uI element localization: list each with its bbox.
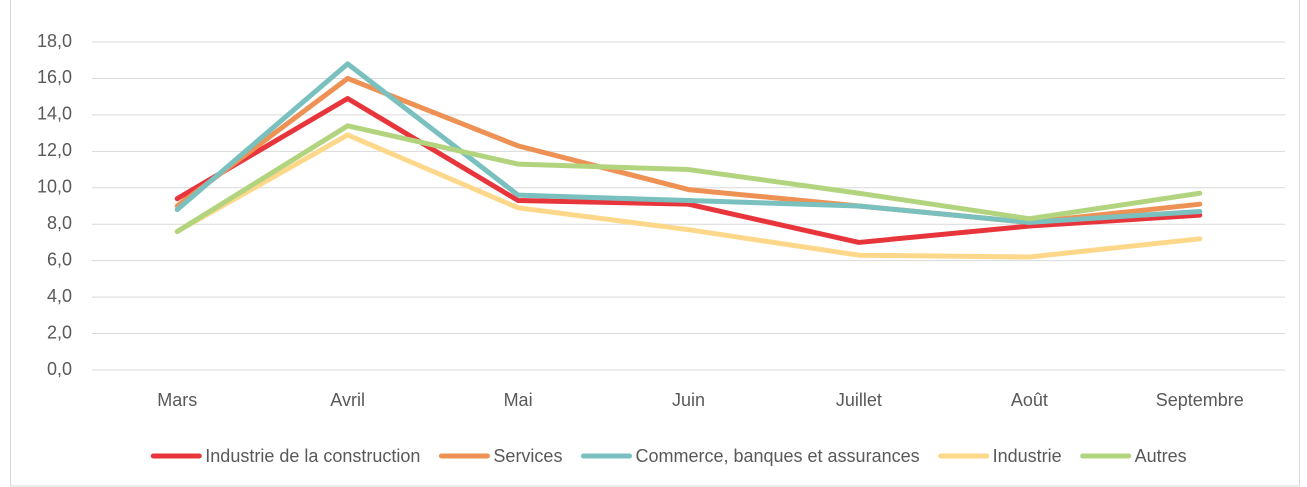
series-line <box>174 132 1203 260</box>
y-tick-label: 12,0 <box>37 140 72 160</box>
y-tick-label: 8,0 <box>47 213 72 233</box>
y-tick-label: 16,0 <box>37 67 72 87</box>
y-tick-label: 6,0 <box>47 249 72 269</box>
x-tick-label: Septembre <box>1156 390 1244 410</box>
legend-label: Services <box>493 446 562 466</box>
y-tick-label: 0,0 <box>47 359 72 379</box>
series-line <box>174 61 1203 225</box>
chart-frame <box>10 0 1300 487</box>
y-tick-label: 14,0 <box>37 104 72 124</box>
y-tick-label: 10,0 <box>37 177 72 197</box>
x-tick-label: Mars <box>157 390 197 410</box>
y-tick-label: 18,0 <box>37 31 72 51</box>
legend-label: Autres <box>1135 446 1187 466</box>
legend-label: Commerce, banques et assurances <box>635 446 919 466</box>
legend-label: Industrie <box>993 446 1062 466</box>
legend-label: Industrie de la construction <box>205 446 420 466</box>
x-tick-label: Août <box>1011 390 1048 410</box>
x-tick-label: Avril <box>330 390 365 410</box>
x-tick-label: Mai <box>504 390 533 410</box>
series-line <box>174 123 1203 235</box>
x-tick-label: Juin <box>672 390 705 410</box>
y-tick-label: 4,0 <box>47 286 72 306</box>
x-tick-label: Juillet <box>836 390 882 410</box>
series-line <box>174 95 1203 245</box>
y-tick-label: 2,0 <box>47 322 72 342</box>
